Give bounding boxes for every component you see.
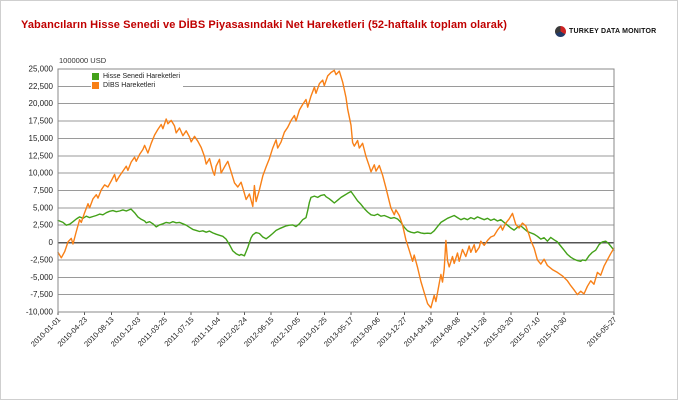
- legend-swatch-icon: [92, 82, 99, 89]
- y-tick-label: 5,000: [33, 203, 54, 212]
- y-axis-unit-label: 1000000 USD: [59, 56, 107, 65]
- brand-name: TURKEY DATA MONITOR: [569, 28, 657, 35]
- legend-swatch-icon: [92, 73, 99, 80]
- y-tick-label: -7,500: [30, 290, 53, 299]
- x-tick-label: 2016-05-27: [585, 315, 618, 348]
- chart-legend: Hisse Senedi Hareketleri DİBS Hareketleri: [91, 71, 184, 91]
- y-tick-label: 7,500: [33, 186, 54, 195]
- y-tick-label: 2,500: [33, 221, 54, 230]
- legend-item: DİBS Hareketleri: [92, 81, 180, 90]
- legend-label: DİBS Hareketleri: [103, 82, 156, 89]
- y-tick-label: 0: [49, 238, 54, 247]
- y-tick-label: 10,000: [29, 169, 54, 178]
- turkey-data-monitor-logo-icon: [555, 26, 566, 37]
- y-tick-label: 12,500: [29, 151, 54, 160]
- y-tick-label: 20,000: [29, 99, 54, 108]
- legend-item: Hisse Senedi Hareketleri: [92, 72, 180, 81]
- y-tick-label: -5,000: [30, 273, 53, 282]
- y-tick-label: -10,000: [26, 308, 54, 317]
- series-line-0: [57, 190, 615, 262]
- legend-label: Hisse Senedi Hareketleri: [103, 73, 181, 80]
- y-tick-label: 15,000: [29, 134, 54, 143]
- y-tick-label: 22,500: [29, 82, 54, 91]
- y-tick-label: -2,500: [30, 255, 53, 264]
- y-tick-label: 25,000: [29, 65, 54, 74]
- plot-border: [57, 68, 615, 313]
- page-title: Yabancıların Hisse Senedi ve DİBS Piyasa…: [21, 19, 507, 31]
- brand-logo: TURKEY DATA MONITOR: [555, 26, 656, 37]
- y-tick-label: 17,500: [29, 117, 54, 126]
- series-line-1: [57, 69, 615, 309]
